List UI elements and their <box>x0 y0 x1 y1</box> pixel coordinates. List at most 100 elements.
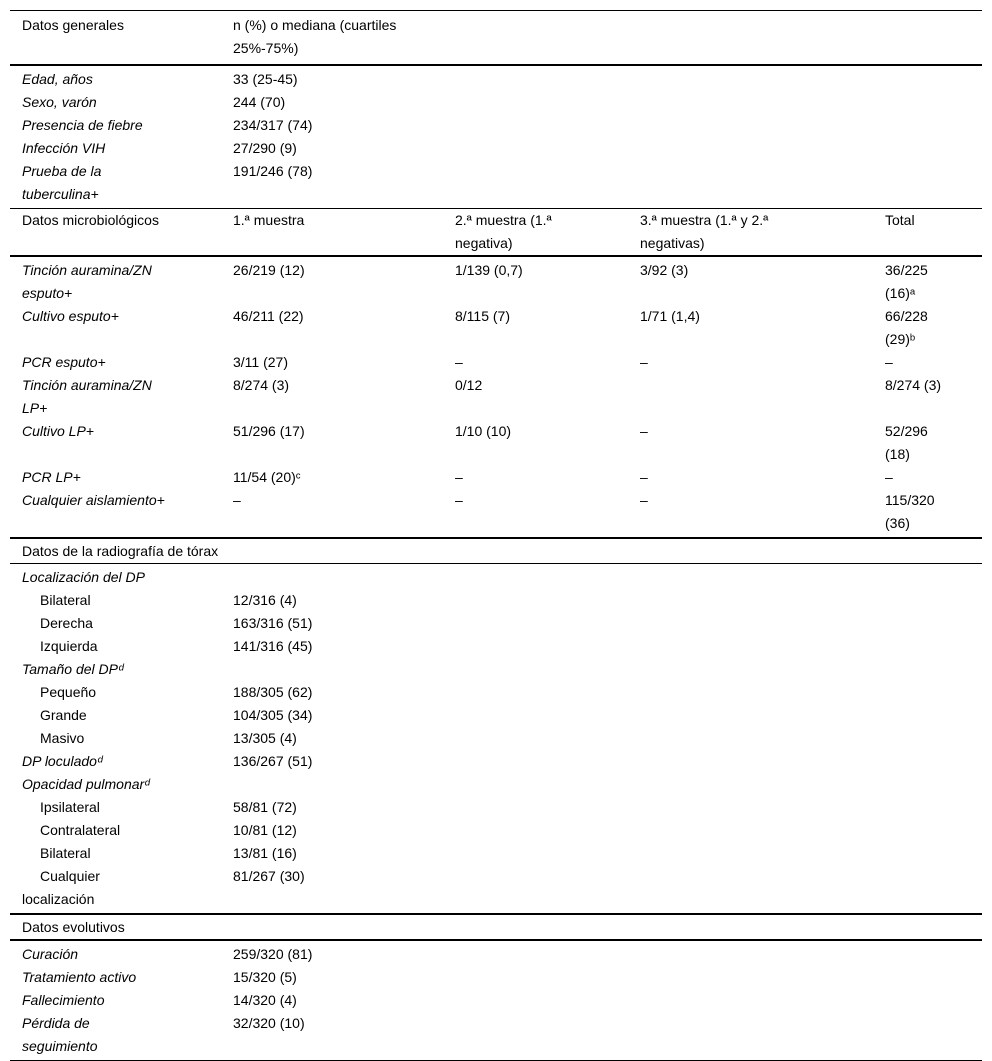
col-header-n-pct: n (%) o mediana (cuartiles 25%-75%) <box>233 17 397 56</box>
row-label: Grande <box>40 707 87 723</box>
row-value-sample1: – <box>233 492 241 508</box>
table-row: Sexo, varón 244 (70) <box>10 91 982 114</box>
xray-rows: Localización del DP Bilateral 12/316 (4)… <box>10 564 982 913</box>
row-value: 163/316 (51) <box>233 615 313 631</box>
row-value-sample1: 11/54 (20)ᶜ <box>233 469 301 485</box>
row-label: Localización del DP <box>22 569 145 585</box>
row-label: Fallecimiento <box>22 992 105 1008</box>
table-row: Presencia de fiebre 234/317 (74) <box>10 114 982 137</box>
row-value-sample2: – <box>455 469 463 485</box>
row-label: PCR LP+ <box>22 469 81 485</box>
table-row: Izquierda 141/316 (45) <box>10 635 982 658</box>
clinical-characteristics-table: Datos generales n (%) o mediana (cuartil… <box>10 10 982 1061</box>
table-row: Ipsilateral 58/81 (72) <box>10 796 982 819</box>
row-value-sample2: 1/10 (10) <box>455 423 512 439</box>
row-value-sample2: 8/115 (7) <box>455 308 510 324</box>
table-row: Cualquier localización 81/267 (30) <box>10 865 982 911</box>
table-row: Bilateral 12/316 (4) <box>10 589 982 612</box>
row-value-total: – <box>885 354 893 370</box>
table-row: Pequeño 188/305 (62) <box>10 681 982 704</box>
row-value: 32/320 (10) <box>233 1015 305 1031</box>
col-header-micro: Datos microbiológicos <box>22 212 159 228</box>
row-label: Masivo <box>40 730 85 746</box>
row-label: Cualquier aislamiento+ <box>22 492 165 508</box>
header-rule <box>10 64 982 66</box>
table-row: Cultivo esputo+ 46/211 (22) 8/115 (7) 1/… <box>10 305 982 351</box>
section-rule <box>10 537 982 539</box>
row-value: 81/267 (30) <box>233 868 305 884</box>
row-value-total: 36/225 (16)ᵃ <box>885 262 928 301</box>
col-header-general: Datos generales <box>22 17 124 33</box>
row-value: 14/320 (4) <box>233 992 297 1008</box>
table-row: Masivo 13/305 (4) <box>10 727 982 750</box>
table-row: Tinción auramina/ZN LP+ 8/274 (3) 0/12 8… <box>10 374 982 420</box>
table-row: Localización del DP <box>10 566 982 589</box>
table-row: Bilateral 13/81 (16) <box>10 842 982 865</box>
row-label: Tratamiento activo <box>22 969 137 985</box>
row-label: Ipsilateral <box>40 799 100 815</box>
row-label: Izquierda <box>40 638 98 654</box>
top-rule <box>10 10 982 11</box>
row-label: Presencia de fiebre <box>22 117 143 133</box>
row-label: Cultivo esputo+ <box>22 308 119 324</box>
row-label: Prueba de la tuberculina+ <box>22 163 102 202</box>
col-header-sample-1: 1.ª muestra <box>233 212 305 228</box>
row-value-sample2: – <box>455 354 463 370</box>
row-value-sample2: 1/139 (0,7) <box>455 262 523 278</box>
row-label: Bilateral <box>40 845 91 861</box>
row-label: Pérdida de seguimiento <box>22 1015 98 1054</box>
row-value-sample1: 46/211 (22) <box>233 308 304 324</box>
table-row: Tamaño del DPᵈ <box>10 658 982 681</box>
row-value-sample3: – <box>640 423 648 439</box>
row-value: 234/317 (74) <box>233 117 313 133</box>
row-label: Derecha <box>40 615 93 631</box>
table-row: Tratamiento activo 15/320 (5) <box>10 966 982 989</box>
table-row: Derecha 163/316 (51) <box>10 612 982 635</box>
row-value: 15/320 (5) <box>233 969 297 985</box>
row-value-sample1: 26/219 (12) <box>233 262 305 278</box>
row-label: Bilateral <box>40 592 91 608</box>
table-row: DP loculadoᵈ 136/267 (51) <box>10 750 982 773</box>
row-value: 10/81 (12) <box>233 822 297 838</box>
row-value: 13/305 (4) <box>233 730 297 746</box>
row-value: 259/320 (81) <box>233 946 313 962</box>
row-label: Edad, años <box>22 71 93 87</box>
row-value: 136/267 (51) <box>233 753 313 769</box>
row-label: Opacidad pulmonarᵈ <box>22 776 150 792</box>
table-row: Curación 259/320 (81) <box>10 943 982 966</box>
evolution-rows: Curación 259/320 (81) Tratamiento activo… <box>10 941 982 1060</box>
row-value: 244 (70) <box>233 94 286 110</box>
row-value-sample3: – <box>640 354 648 370</box>
row-label: Cualquier localización <box>22 868 100 907</box>
row-value-sample1: 51/296 (17) <box>233 423 305 439</box>
col-header-total: Total <box>885 212 915 228</box>
row-value-total: 8/274 (3) <box>885 377 942 393</box>
row-value-sample1: 8/274 (3) <box>233 377 290 393</box>
row-value: 13/81 (16) <box>233 845 297 861</box>
row-value-sample3: 3/92 (3) <box>640 262 689 278</box>
section-rule <box>10 208 982 209</box>
header-rule <box>10 939 982 941</box>
col-header-sample-2: 2.ª muestra (1.ª negativa) <box>455 212 552 251</box>
col-header-sample-3: 3.ª muestra (1.ª y 2.ª negativas) <box>640 212 769 251</box>
table-row: Prueba de la tuberculina+ 191/246 (78) <box>10 160 982 206</box>
row-label: Tinción auramina/ZN esputo+ <box>22 262 152 301</box>
row-value: 27/290 (9) <box>233 140 297 156</box>
row-label: Contralateral <box>40 822 121 838</box>
header-rule <box>10 255 982 257</box>
table-row: Infección VIH 27/290 (9) <box>10 137 982 160</box>
row-value: 58/81 (72) <box>233 799 297 815</box>
row-value-sample2: – <box>455 492 463 508</box>
row-value: 141/316 (45) <box>233 638 313 654</box>
row-value: 104/305 (34) <box>233 707 313 723</box>
row-label: DP loculadoᵈ <box>22 753 103 769</box>
row-label: Curación <box>22 946 79 962</box>
row-value-total: 52/296 (18) <box>885 423 928 462</box>
table-row: Fallecimiento 14/320 (4) <box>10 989 982 1012</box>
micro-header-row: Datos microbiológicos 1.ª muestra 2.ª mu… <box>10 209 982 255</box>
table-row: Grande 104/305 (34) <box>10 704 982 727</box>
row-value: 191/246 (78) <box>233 163 313 179</box>
row-value: 33 (25-45) <box>233 71 298 87</box>
table-row: PCR LP+ 11/54 (20)ᶜ – – – <box>10 466 982 489</box>
row-value: 12/316 (4) <box>233 592 297 608</box>
